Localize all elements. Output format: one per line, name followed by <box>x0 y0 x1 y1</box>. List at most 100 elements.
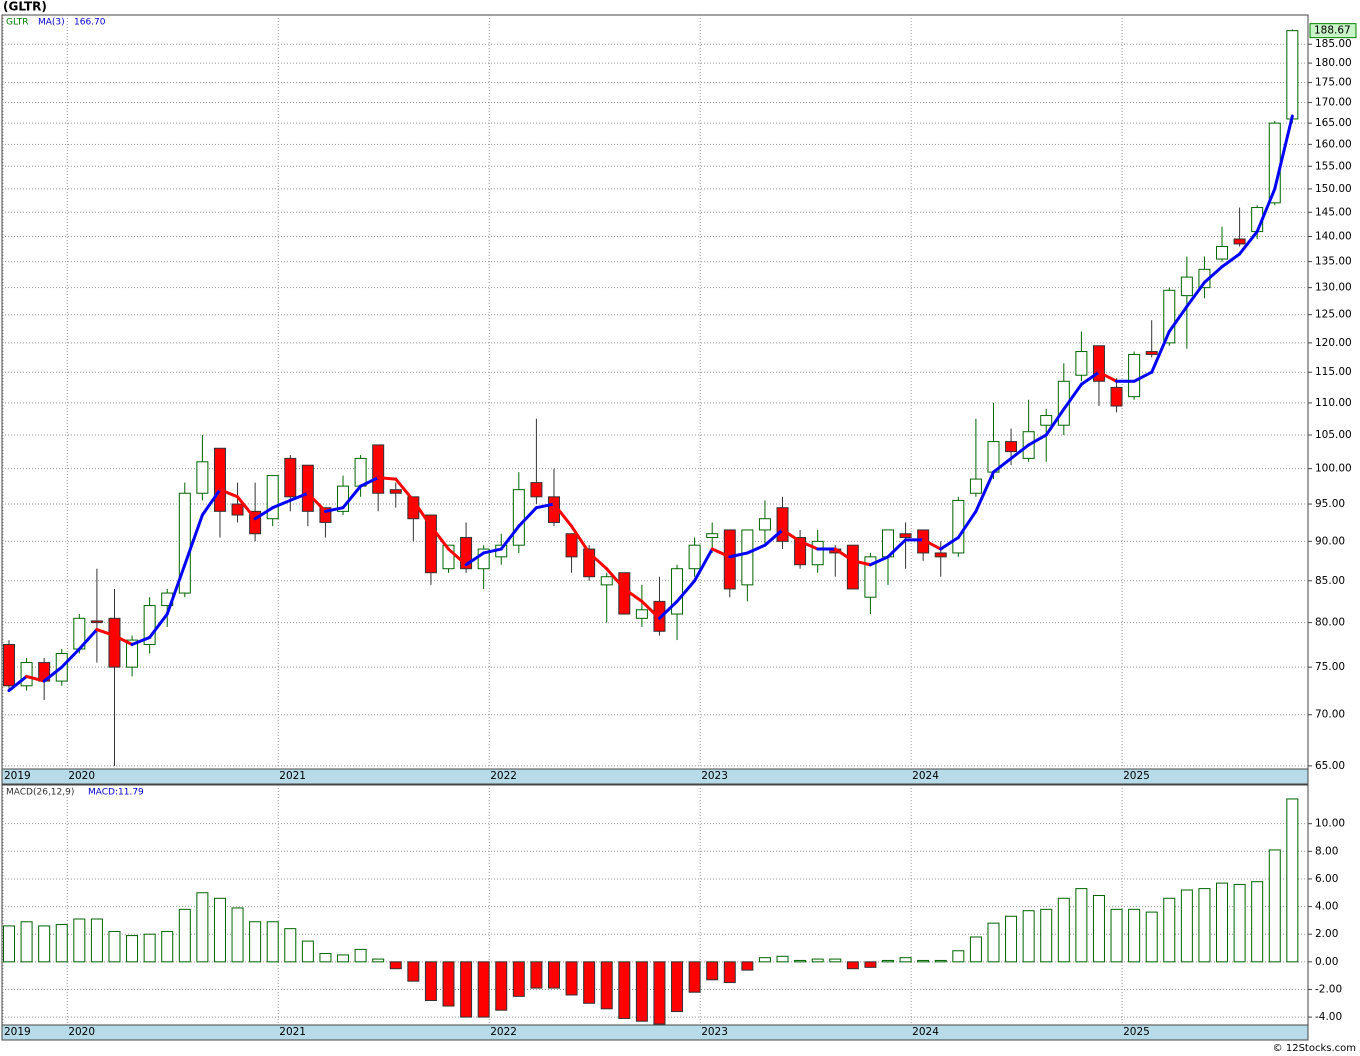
ma-line <box>552 502 574 528</box>
macd-bar <box>952 950 965 963</box>
candle-body <box>1040 415 1053 426</box>
ma-line <box>1009 443 1031 460</box>
candle-body <box>741 529 754 586</box>
macd-bar <box>108 930 121 963</box>
macd-bar <box>882 959 894 963</box>
candle-body <box>1110 386 1123 407</box>
macd-bar <box>1251 881 1264 963</box>
candle-body <box>126 639 139 668</box>
ma-line <box>148 612 169 639</box>
macd-bar <box>1233 883 1246 963</box>
macd-bar <box>671 961 684 1013</box>
macd-bar <box>1198 888 1211 963</box>
macd-bar <box>758 957 771 963</box>
macd-bar <box>776 955 789 963</box>
ma-line <box>833 547 855 563</box>
macd-bar <box>530 961 543 989</box>
y-tick-label: 120.00 <box>1315 337 1352 349</box>
candle-body <box>846 544 859 590</box>
ma-line <box>1185 280 1206 308</box>
candle-body <box>1092 345 1105 382</box>
ma-line <box>447 547 468 567</box>
ma-line <box>482 547 503 555</box>
macd-bar <box>1268 849 1281 963</box>
macd-bar <box>1075 888 1088 963</box>
candle-body <box>723 529 736 590</box>
macd-bar <box>73 918 86 963</box>
candle-body <box>600 576 613 586</box>
macd-bar <box>178 908 191 963</box>
ma-line <box>77 628 99 651</box>
candle-body <box>460 537 473 570</box>
ma-line <box>851 559 872 567</box>
ma-line <box>886 538 908 559</box>
macd-bar <box>1180 889 1193 963</box>
ma-line <box>798 539 820 551</box>
macd-bar <box>337 954 350 963</box>
ma-line <box>675 579 697 603</box>
y-tick-label: 115.00 <box>1315 366 1352 378</box>
ma-line <box>25 674 46 683</box>
plot: 65.00 70.00 75.00 80.00 85.00 90.00 95.00 100.0… <box>2 15 1357 1038</box>
ma-line <box>1044 407 1066 437</box>
macd-bar <box>1163 897 1176 963</box>
x-tick-label: 2024 <box>912 770 939 782</box>
legend-label: GLTR <box>6 18 29 28</box>
macd-bar <box>706 961 719 981</box>
macd-bar <box>1110 908 1123 963</box>
candle-body <box>354 457 367 487</box>
candle-body <box>811 540 824 566</box>
ma-line <box>763 528 785 547</box>
ma-line <box>1220 252 1242 269</box>
candle-body <box>671 568 684 615</box>
macd-bar <box>1022 910 1035 963</box>
ma-line <box>1062 382 1083 411</box>
ma-line <box>974 470 995 513</box>
candle-body <box>372 444 385 494</box>
y-tick-label: 6.00 <box>1315 873 1338 885</box>
ma-line <box>1255 187 1277 234</box>
ma-line <box>640 599 661 620</box>
macd-bar <box>213 897 226 963</box>
candle-body <box>389 489 402 494</box>
macd-bar <box>1216 882 1229 963</box>
x-tick-label: 2021 <box>279 1026 306 1038</box>
ma-line <box>411 498 433 528</box>
macd-bar <box>161 930 174 963</box>
macd-bar <box>389 961 402 970</box>
macd-bar <box>249 921 262 963</box>
macd-bar <box>90 918 103 963</box>
ma-line <box>429 524 450 551</box>
x-tick-label: 2024 <box>912 1026 939 1038</box>
macd-bar <box>231 907 244 963</box>
legend-value: MACD:11.79 <box>88 788 144 798</box>
x-axis-strip <box>1 1024 1309 1041</box>
macd-bar <box>442 961 455 1007</box>
ma-line <box>218 488 240 499</box>
candle-body <box>1180 276 1193 297</box>
candle-body <box>952 499 965 554</box>
macd-bar <box>846 961 859 970</box>
x-tick-label: 2020 <box>68 1026 95 1038</box>
ma-line <box>95 628 116 638</box>
ma-line <box>288 491 310 502</box>
macd-bar <box>653 961 666 1025</box>
macd-bar <box>1092 895 1105 963</box>
y-tick-label: 125.00 <box>1315 309 1352 321</box>
macd-bar <box>794 959 807 963</box>
ma-line <box>376 476 398 481</box>
macd-bar <box>917 959 930 963</box>
macd-bar <box>723 961 736 984</box>
macd-bar <box>741 961 754 971</box>
y-tick-label: 135.00 <box>1315 256 1352 268</box>
candle-body <box>90 620 103 624</box>
legend-value: 166.70 <box>74 18 106 28</box>
ma-line <box>306 491 327 513</box>
y-tick-label: 140.00 <box>1315 231 1352 243</box>
ma-line <box>112 634 134 647</box>
macd-bar <box>3 925 15 963</box>
ma-line <box>622 587 644 603</box>
macd-bar <box>618 961 631 1019</box>
candle-body <box>3 644 15 687</box>
